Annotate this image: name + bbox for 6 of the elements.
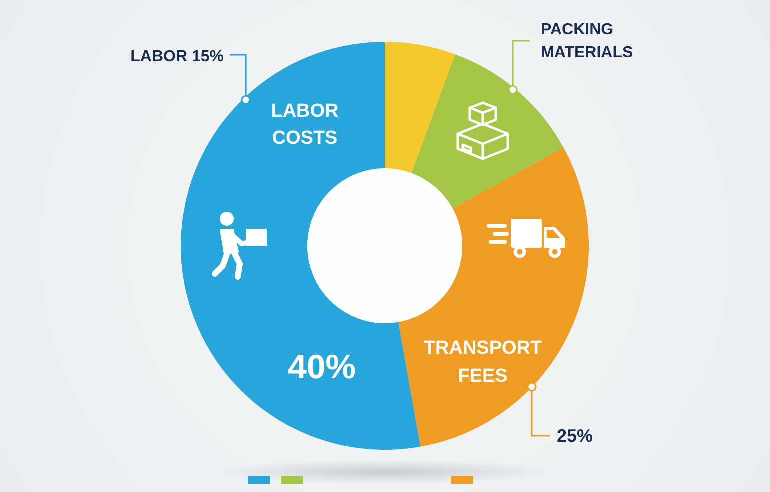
text: LABOR 15% xyxy=(130,48,224,66)
slice-label: TRANSPORT FEES xyxy=(424,338,542,388)
text: 40% xyxy=(288,348,356,386)
slice-label: LABOR COSTS xyxy=(271,101,340,150)
text: 25% xyxy=(557,426,594,446)
slice-label: PACKING MATERIALS xyxy=(541,21,634,62)
